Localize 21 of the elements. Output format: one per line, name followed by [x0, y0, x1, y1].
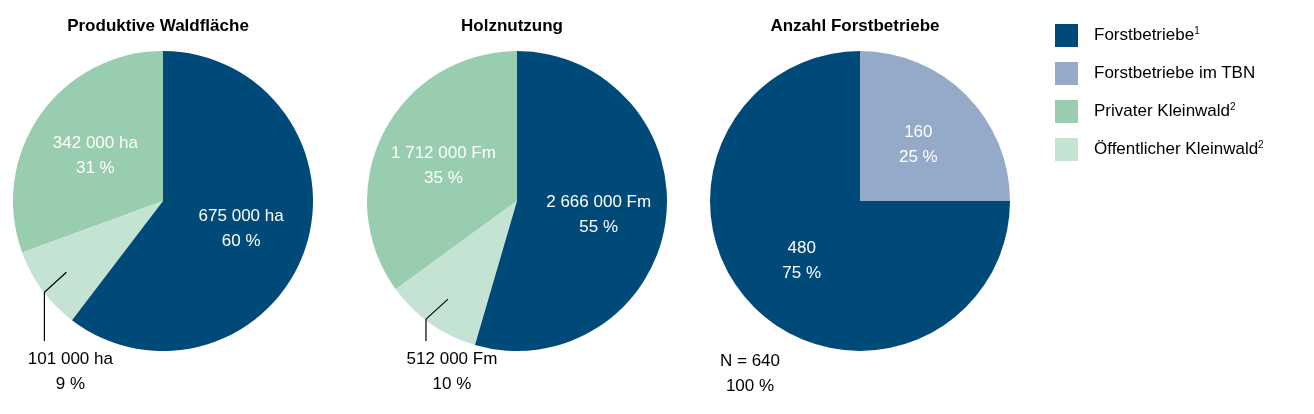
- legend-label: Forstbetriebe$^{1}$: [1094, 25, 1200, 45]
- pie-slice: [13, 51, 163, 253]
- text: N = 640 100 %: [719, 350, 781, 397]
- pie-slice: [474, 51, 667, 351]
- pie-slice: [22, 201, 163, 321]
- data-label: 101 000 ha 9 %: [27, 349, 114, 393]
- data-label: 160 25 %: [898, 121, 938, 166]
- pie-slice: [367, 51, 517, 290]
- data-label: 512 000 Fm 10 %: [406, 349, 498, 393]
- data-label: 2 666 000 Fm 55 %: [546, 191, 652, 236]
- data-label: 1 712 000 Fm 35 %: [391, 142, 496, 187]
- pie-slice: [395, 201, 517, 345]
- chart-title: Produktive Waldfläche: [66, 16, 250, 36]
- chart-title: Anzahl Forstbetriebe: [769, 16, 941, 36]
- data-label: 342 000 ha 31 %: [52, 132, 139, 177]
- legend-label: Privater Kleinwald$^{2}$: [1094, 101, 1236, 121]
- legend-label: Öffentlicher Kleinwald$^{2}$: [1094, 139, 1264, 159]
- chart-title: Holznutzung: [460, 16, 564, 36]
- data-label: 480 75 %: [782, 238, 822, 283]
- data-label: 675 000 ha 60 %: [198, 206, 285, 251]
- legend-label: Forstbetriebe im TBN: [1094, 63, 1256, 83]
